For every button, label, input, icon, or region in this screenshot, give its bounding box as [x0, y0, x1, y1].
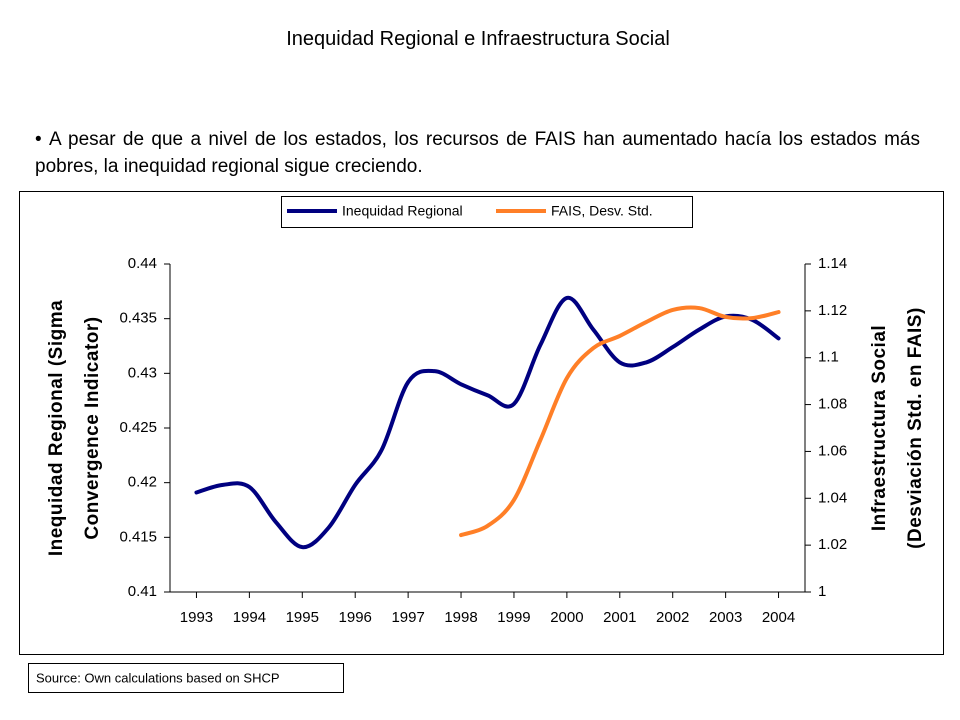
x-tick-label: 2002	[656, 609, 689, 626]
y-tick-label: 0.435	[119, 310, 157, 327]
y2-tick-label: 1.04	[818, 489, 847, 506]
y2-axis-label: Infraestructura Social	[869, 325, 890, 531]
y-tick-label: 0.43	[128, 364, 157, 381]
x-tick-label: 1996	[339, 609, 372, 626]
x-tick-label: 1998	[444, 609, 477, 626]
x-tick-label: 1997	[391, 609, 424, 626]
y2-axis-label: (Desviación Std. en FAIS)	[905, 307, 926, 549]
y2-tick-label: 1.12	[818, 302, 847, 319]
y2-tick-label: 1.02	[818, 536, 847, 553]
x-tick-label: 2001	[603, 609, 636, 626]
slide-title: Inequidad Regional e Infraestructura Soc…	[286, 28, 670, 50]
x-tick-label: 2003	[709, 609, 742, 626]
y2-tick-label: 1.14	[818, 255, 847, 272]
legend-label: FAIS, Desv. Std.	[551, 203, 653, 219]
y2-tick-label: 1.1	[818, 349, 839, 366]
x-tick-label: 1994	[233, 609, 266, 626]
source-text: Source: Own calculations based on SHCP	[36, 670, 280, 685]
y2-tick-label: 1.06	[818, 442, 847, 459]
y2-tick-label: 1	[818, 583, 826, 600]
y-axis-label: Convergence Indicator)	[82, 316, 103, 539]
y-tick-label: 0.41	[128, 583, 157, 600]
source-box	[28, 663, 344, 693]
y-tick-label: 0.42	[128, 474, 157, 491]
bullet-text: A pesar de que a nivel de los estados, l…	[35, 126, 920, 180]
chart-frame	[19, 191, 944, 655]
y-axis-label: Inequidad Regional (Sigma	[46, 300, 67, 556]
legend-label: Inequidad Regional	[342, 203, 463, 219]
x-tick-label: 2004	[762, 609, 795, 626]
y2-tick-label: 1.08	[818, 396, 847, 413]
legend-box	[281, 196, 693, 228]
series-line	[459, 305, 781, 538]
x-tick-label: 1995	[286, 609, 319, 626]
y-tick-label: 0.44	[128, 255, 157, 272]
series-line	[194, 295, 781, 550]
y-tick-label: 0.415	[119, 528, 157, 545]
x-tick-label: 1999	[497, 609, 530, 626]
x-tick-label: 2000	[550, 609, 583, 626]
x-tick-label: 1993	[180, 609, 213, 626]
y-tick-label: 0.425	[119, 419, 157, 436]
